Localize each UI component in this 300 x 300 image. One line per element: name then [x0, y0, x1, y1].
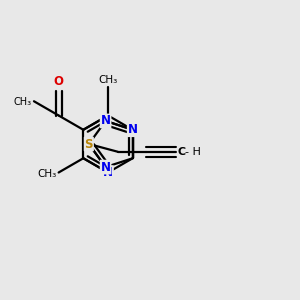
Text: O: O: [54, 75, 64, 88]
Text: N: N: [128, 123, 138, 136]
Text: N: N: [100, 114, 111, 128]
Text: N: N: [100, 160, 111, 174]
Text: N: N: [103, 166, 113, 179]
Text: S: S: [85, 137, 93, 151]
Text: CH₃: CH₃: [37, 169, 56, 179]
Text: CH₃: CH₃: [98, 75, 118, 85]
Text: CH₃: CH₃: [14, 97, 32, 107]
Text: C: C: [177, 147, 185, 157]
Text: - H: - H: [185, 147, 201, 157]
